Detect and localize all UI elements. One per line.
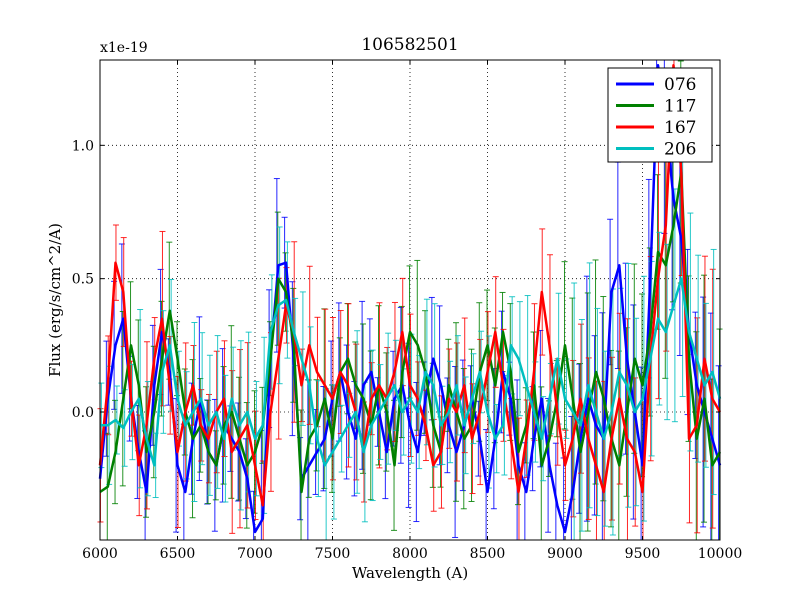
y-tick-label: 0.5 bbox=[72, 272, 94, 288]
x-tick-label: 6000 bbox=[82, 546, 118, 562]
y-offset-label: x1e-19 bbox=[100, 40, 148, 56]
x-tick-label: 9500 bbox=[625, 546, 661, 562]
y-axis-ticks: 0.0 0.5 1.0 bbox=[72, 138, 720, 421]
y-tick-label: 1.0 bbox=[72, 138, 94, 154]
legend-label-206: 206 bbox=[664, 140, 696, 160]
x-tick-label: 7500 bbox=[315, 546, 351, 562]
series-line-076 bbox=[98, 64, 722, 534]
y-axis-label: Flux (erg/s/cm^2/A) bbox=[46, 223, 64, 377]
x-tick-label: 8000 bbox=[392, 546, 428, 562]
x-tick-label: 9000 bbox=[547, 546, 583, 562]
series-lines bbox=[98, 64, 722, 534]
x-axis-ticks: 6000 6500 7000 7500 8000 8500 9000 9500 10000 bbox=[82, 60, 742, 562]
x-tick-label: 8500 bbox=[470, 546, 506, 562]
y-tick-label: 0.0 bbox=[72, 405, 94, 421]
legend-label-167: 167 bbox=[664, 118, 696, 138]
x-tick-label: 6500 bbox=[160, 546, 196, 562]
legend-label-076: 076 bbox=[664, 75, 696, 95]
series-line-206 bbox=[100, 277, 722, 467]
legend-label-117: 117 bbox=[664, 97, 696, 117]
chart-title: 106582501 bbox=[361, 35, 458, 55]
x-axis-label: Wavelength (A) bbox=[352, 564, 468, 582]
x-tick-label: 7000 bbox=[237, 546, 273, 562]
x-tick-label: 10000 bbox=[698, 546, 743, 562]
series-line-167 bbox=[98, 64, 722, 507]
series-line-117 bbox=[99, 170, 722, 494]
